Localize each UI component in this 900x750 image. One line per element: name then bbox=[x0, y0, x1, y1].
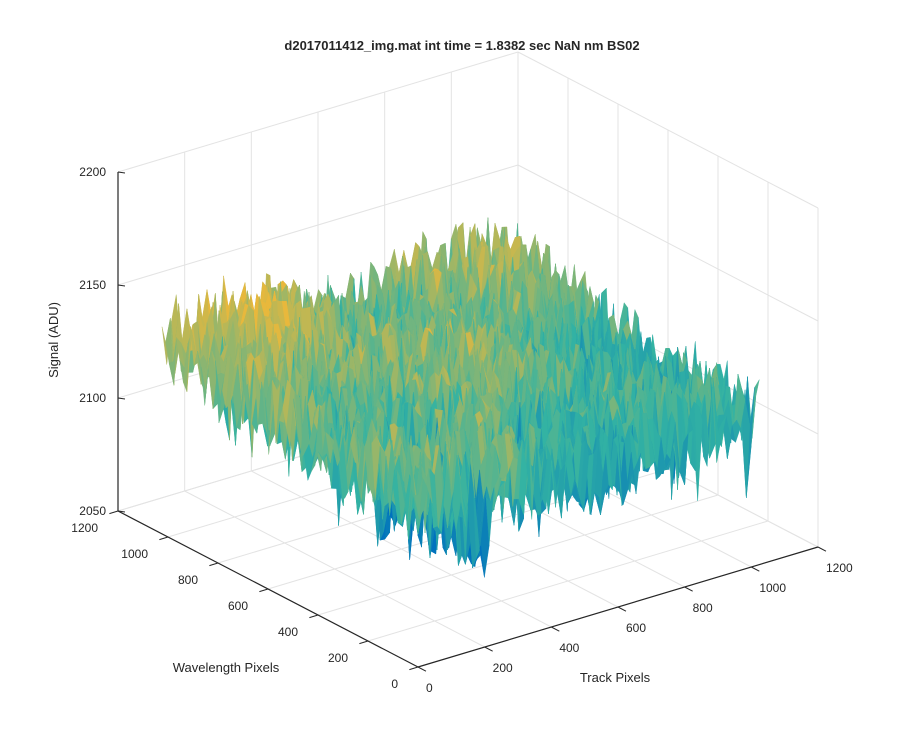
wall-grid-line bbox=[117, 51, 519, 173]
floor-grid-line bbox=[317, 494, 719, 616]
floor-grid-line bbox=[367, 520, 769, 642]
surface-mesh bbox=[161, 217, 760, 578]
wall-grid-line bbox=[117, 164, 519, 286]
wall-grid-line bbox=[517, 164, 819, 322]
wall-grid-line bbox=[517, 51, 819, 209]
